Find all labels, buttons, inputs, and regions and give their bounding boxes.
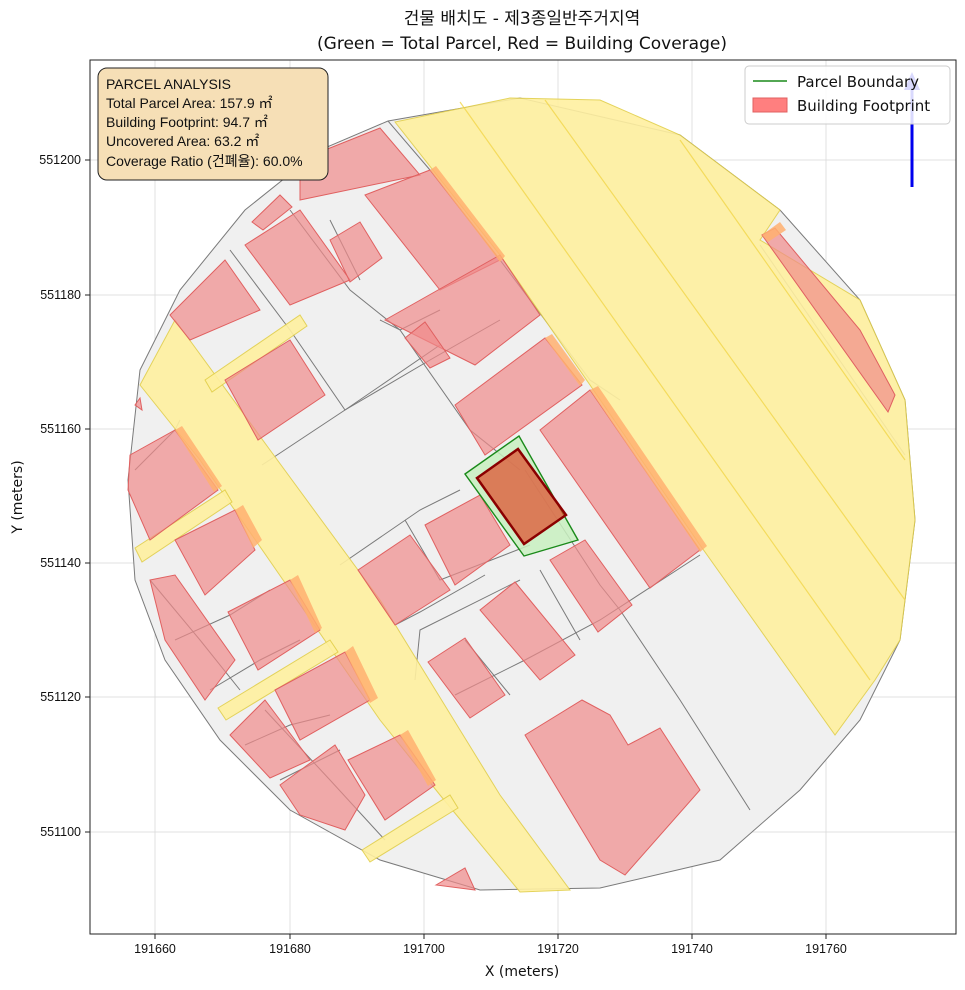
context-building [279,744,366,831]
context-building [454,337,583,456]
road-connector-3 [217,639,339,721]
context-building [424,494,511,586]
x-tick-label: 191760 [805,942,847,956]
y-tick-label: 551180 [40,288,81,302]
building-edge [545,334,585,386]
x-tick-label: 191740 [671,942,713,956]
title-line-1: 건물 배치도 - 제3종일반주거지역 [404,9,640,29]
building-edge [762,222,786,242]
parcel-line [339,489,461,566]
legend-building-footprint: Building Footprint [797,97,930,115]
y-tick-labels: 551100 551120 551140 551160 551180 55120… [39,153,81,839]
parcel-line [261,344,441,466]
x-axis-label: X (meters) [485,964,559,980]
context-building [229,699,311,779]
x-tick-labels: 191660 191680 191700 191720 191740 19176… [134,942,847,956]
road-centerline [459,101,871,681]
y-tick-marks [85,159,90,833]
context-building [329,221,383,283]
road-centerlines [459,99,906,681]
y-tick-label: 551160 [40,422,81,436]
context-building [227,579,321,671]
x-tick-label: 191680 [269,942,311,956]
info-title: PARCEL ANALYSIS [106,76,231,92]
context-building [434,867,476,891]
context-building [224,339,326,441]
map-layers [127,72,920,893]
context-building [479,581,576,681]
x-tick-label: 191700 [403,942,445,956]
context-building [174,509,256,596]
parcel-analysis-box: PARCEL ANALYSIS Total Parcel Area: 157.9… [97,67,329,181]
context-building [524,699,701,876]
building-edge [175,426,222,492]
info-uncovered-area: Uncovered Area: 63.2 ㎡ [106,133,259,149]
y-tick-label: 551140 [40,556,81,570]
legend-building-swatch [752,97,788,113]
building-edge-overlaps [175,166,786,786]
context-building [169,259,261,341]
building-edge [400,730,436,786]
building-edge [345,646,378,703]
context-building [127,429,219,541]
road-connector-2 [134,489,233,563]
road-centerline [679,139,906,461]
context-building [549,539,633,633]
target-building[interactable] [475,447,568,546]
x-tick-marks [154,934,827,939]
building-edge [235,505,262,548]
y-tick-label: 551120 [40,690,81,704]
plot-area [89,59,957,935]
y-tick-label: 551200 [39,153,81,167]
x-tick-label: 191660 [134,942,176,956]
road-centerline [544,99,906,601]
building-edge [430,166,505,262]
x-tick-label: 191720 [537,942,579,956]
y-axis-label: Y (meters) [10,460,26,534]
y-tick-label: 551100 [40,825,81,839]
building-edge [290,575,322,633]
info-coverage-ratio: Coverage Ratio (건폐율): 60.0% [106,153,303,169]
info-building-footprint: Building Footprint: 94.7 ㎡ [106,114,268,130]
context-building [427,637,506,719]
context-building [357,534,451,626]
building-edge [590,386,707,552]
plot-frame [89,59,957,935]
road-connector-4 [361,794,459,863]
context-building [149,574,236,701]
parcel-line [539,569,581,641]
context-building [134,396,143,412]
road-connector-1 [204,314,308,393]
parcel-line [394,574,486,626]
context-building [404,321,451,369]
context-buildings [127,127,896,891]
context-building [251,194,293,231]
legend-parcel-boundary: Parcel Boundary [797,73,919,91]
info-total-area: Total Parcel Area: 157.9 ㎡ [106,95,273,111]
title-line-2: (Green = Total Parcel, Red = Building Co… [317,34,727,54]
legend: Parcel Boundary Building Footprint [744,65,951,125]
